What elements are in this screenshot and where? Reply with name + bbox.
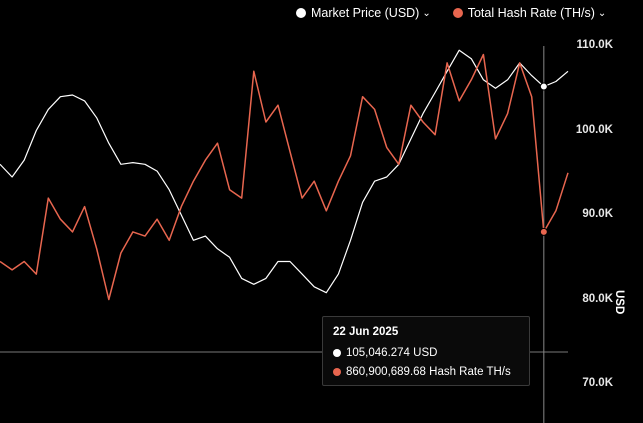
- chart-tooltip: 22 Jun 2025 105,046.274 USD 860,900,689.…: [322, 316, 530, 386]
- legend-label-hash-rate: Total Hash Rate (TH/s): [467, 6, 595, 20]
- cursor-point-hash-rate: [539, 227, 548, 236]
- series-line-hash-rate: [0, 53, 569, 301]
- tooltip-price-value: 105,046.274 USD: [346, 347, 438, 359]
- legend-dot-market-price: [296, 8, 306, 18]
- series-line-market-price: [0, 49, 569, 294]
- y-tick-label: 80.0K: [582, 293, 613, 305]
- legend-label-market-price: Market Price (USD): [311, 6, 420, 20]
- y-axis-label: USD: [613, 290, 625, 315]
- cursor-point-market-price: [539, 82, 548, 91]
- chevron-down-icon[interactable]: ⌄: [422, 7, 431, 19]
- tooltip-row-price: 105,046.274 USD: [333, 347, 437, 359]
- y-tick-label: 70.0K: [582, 377, 613, 389]
- chevron-down-icon[interactable]: ⌄: [597, 7, 607, 19]
- chart-legend: Market Price (USD) ⌄ Total Hash Rate (TH…: [296, 6, 606, 20]
- y-tick-label: 90.0K: [582, 208, 613, 220]
- tooltip-dot-hashrate: [333, 368, 341, 376]
- tooltip-hashrate-value: 860,900,689.68 Hash Rate TH/s: [346, 366, 511, 378]
- tooltip-dot-price: [333, 349, 341, 357]
- tooltip-date: 22 Jun 2025: [333, 326, 399, 338]
- y-tick-label: 110.0K: [576, 39, 613, 51]
- legend-item-hash-rate[interactable]: Total Hash Rate (TH/s) ⌄: [452, 6, 607, 20]
- y-tick-label: 100.0K: [575, 124, 613, 136]
- tooltip-row-hashrate: 860,900,689.68 Hash Rate TH/s: [333, 366, 511, 378]
- legend-dot-hash-rate: [452, 8, 463, 18]
- legend-item-market-price[interactable]: Market Price (USD) ⌄: [296, 6, 431, 20]
